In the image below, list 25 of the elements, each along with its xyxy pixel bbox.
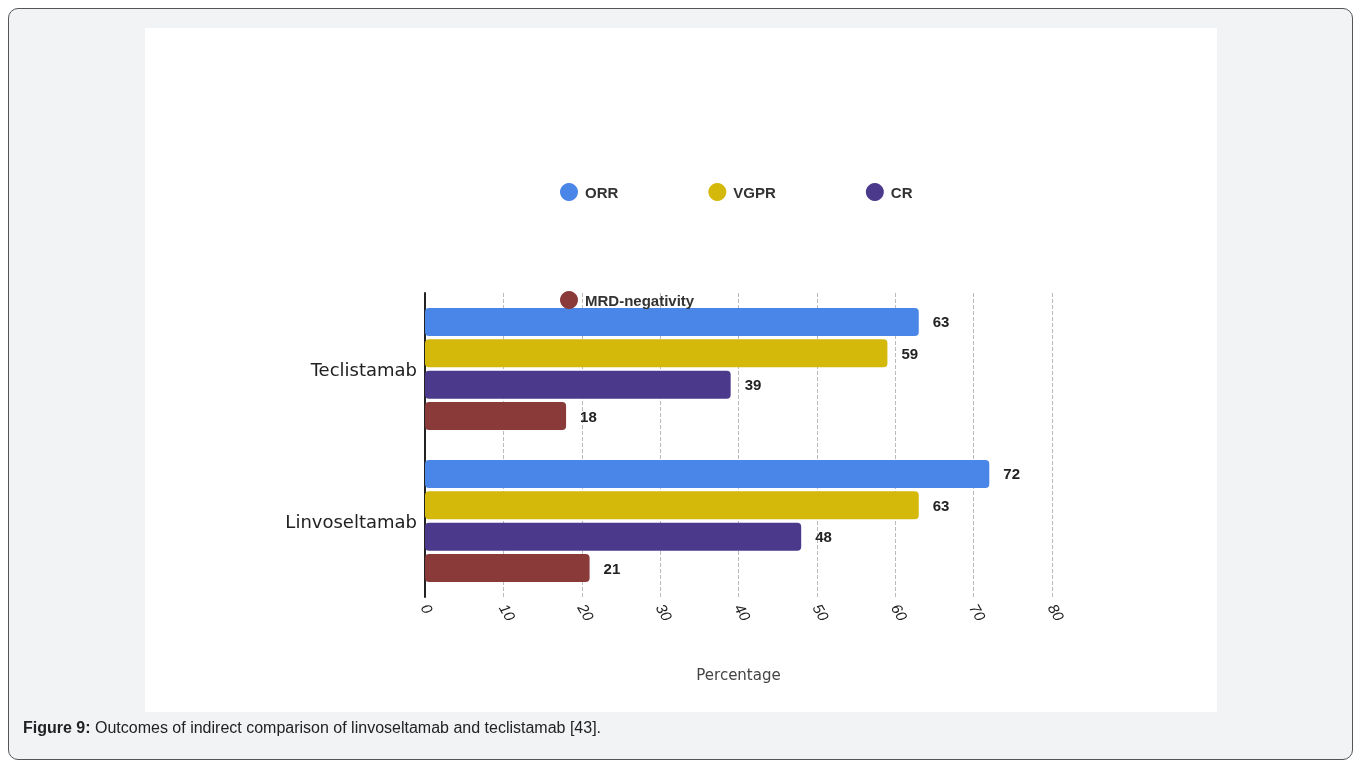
legend-label: CR <box>890 183 913 201</box>
x-tick-label: 50 <box>809 600 833 625</box>
data-label: 72 <box>1003 465 1020 483</box>
data-label: 63 <box>932 496 950 514</box>
data-label: 21 <box>603 559 621 577</box>
x-tick-label: 30 <box>652 600 677 625</box>
x-tick-label: 80 <box>1044 600 1069 625</box>
caption: Figure 9: Outcomes of indirect comparison of linvoseltamab and teclistamab [43]. <box>23 719 602 737</box>
x-tick-label: 20 <box>573 599 598 625</box>
data-label: 18 <box>580 407 597 425</box>
x-tick-label: 0 <box>417 600 437 618</box>
y-tick-label: Linvoseltamab <box>285 510 417 532</box>
x-tick-label: 40 <box>731 600 755 625</box>
legend-label: VGPR <box>733 183 777 201</box>
x-axis-title: Percentage <box>696 665 781 684</box>
y-tick-label: Teclistamab <box>309 358 417 380</box>
x-tick-label: 10 <box>496 600 520 625</box>
data-label: 59 <box>901 344 919 362</box>
data-label: 39 <box>744 376 762 394</box>
data-label: 63 <box>932 313 950 331</box>
legend-label: ORR <box>585 183 619 201</box>
legend-label: MRD-negativity <box>585 291 695 309</box>
x-tick-label: 70 <box>966 600 990 625</box>
data-label: 48 <box>815 528 832 546</box>
x-tick-label: 60 <box>887 600 912 625</box>
